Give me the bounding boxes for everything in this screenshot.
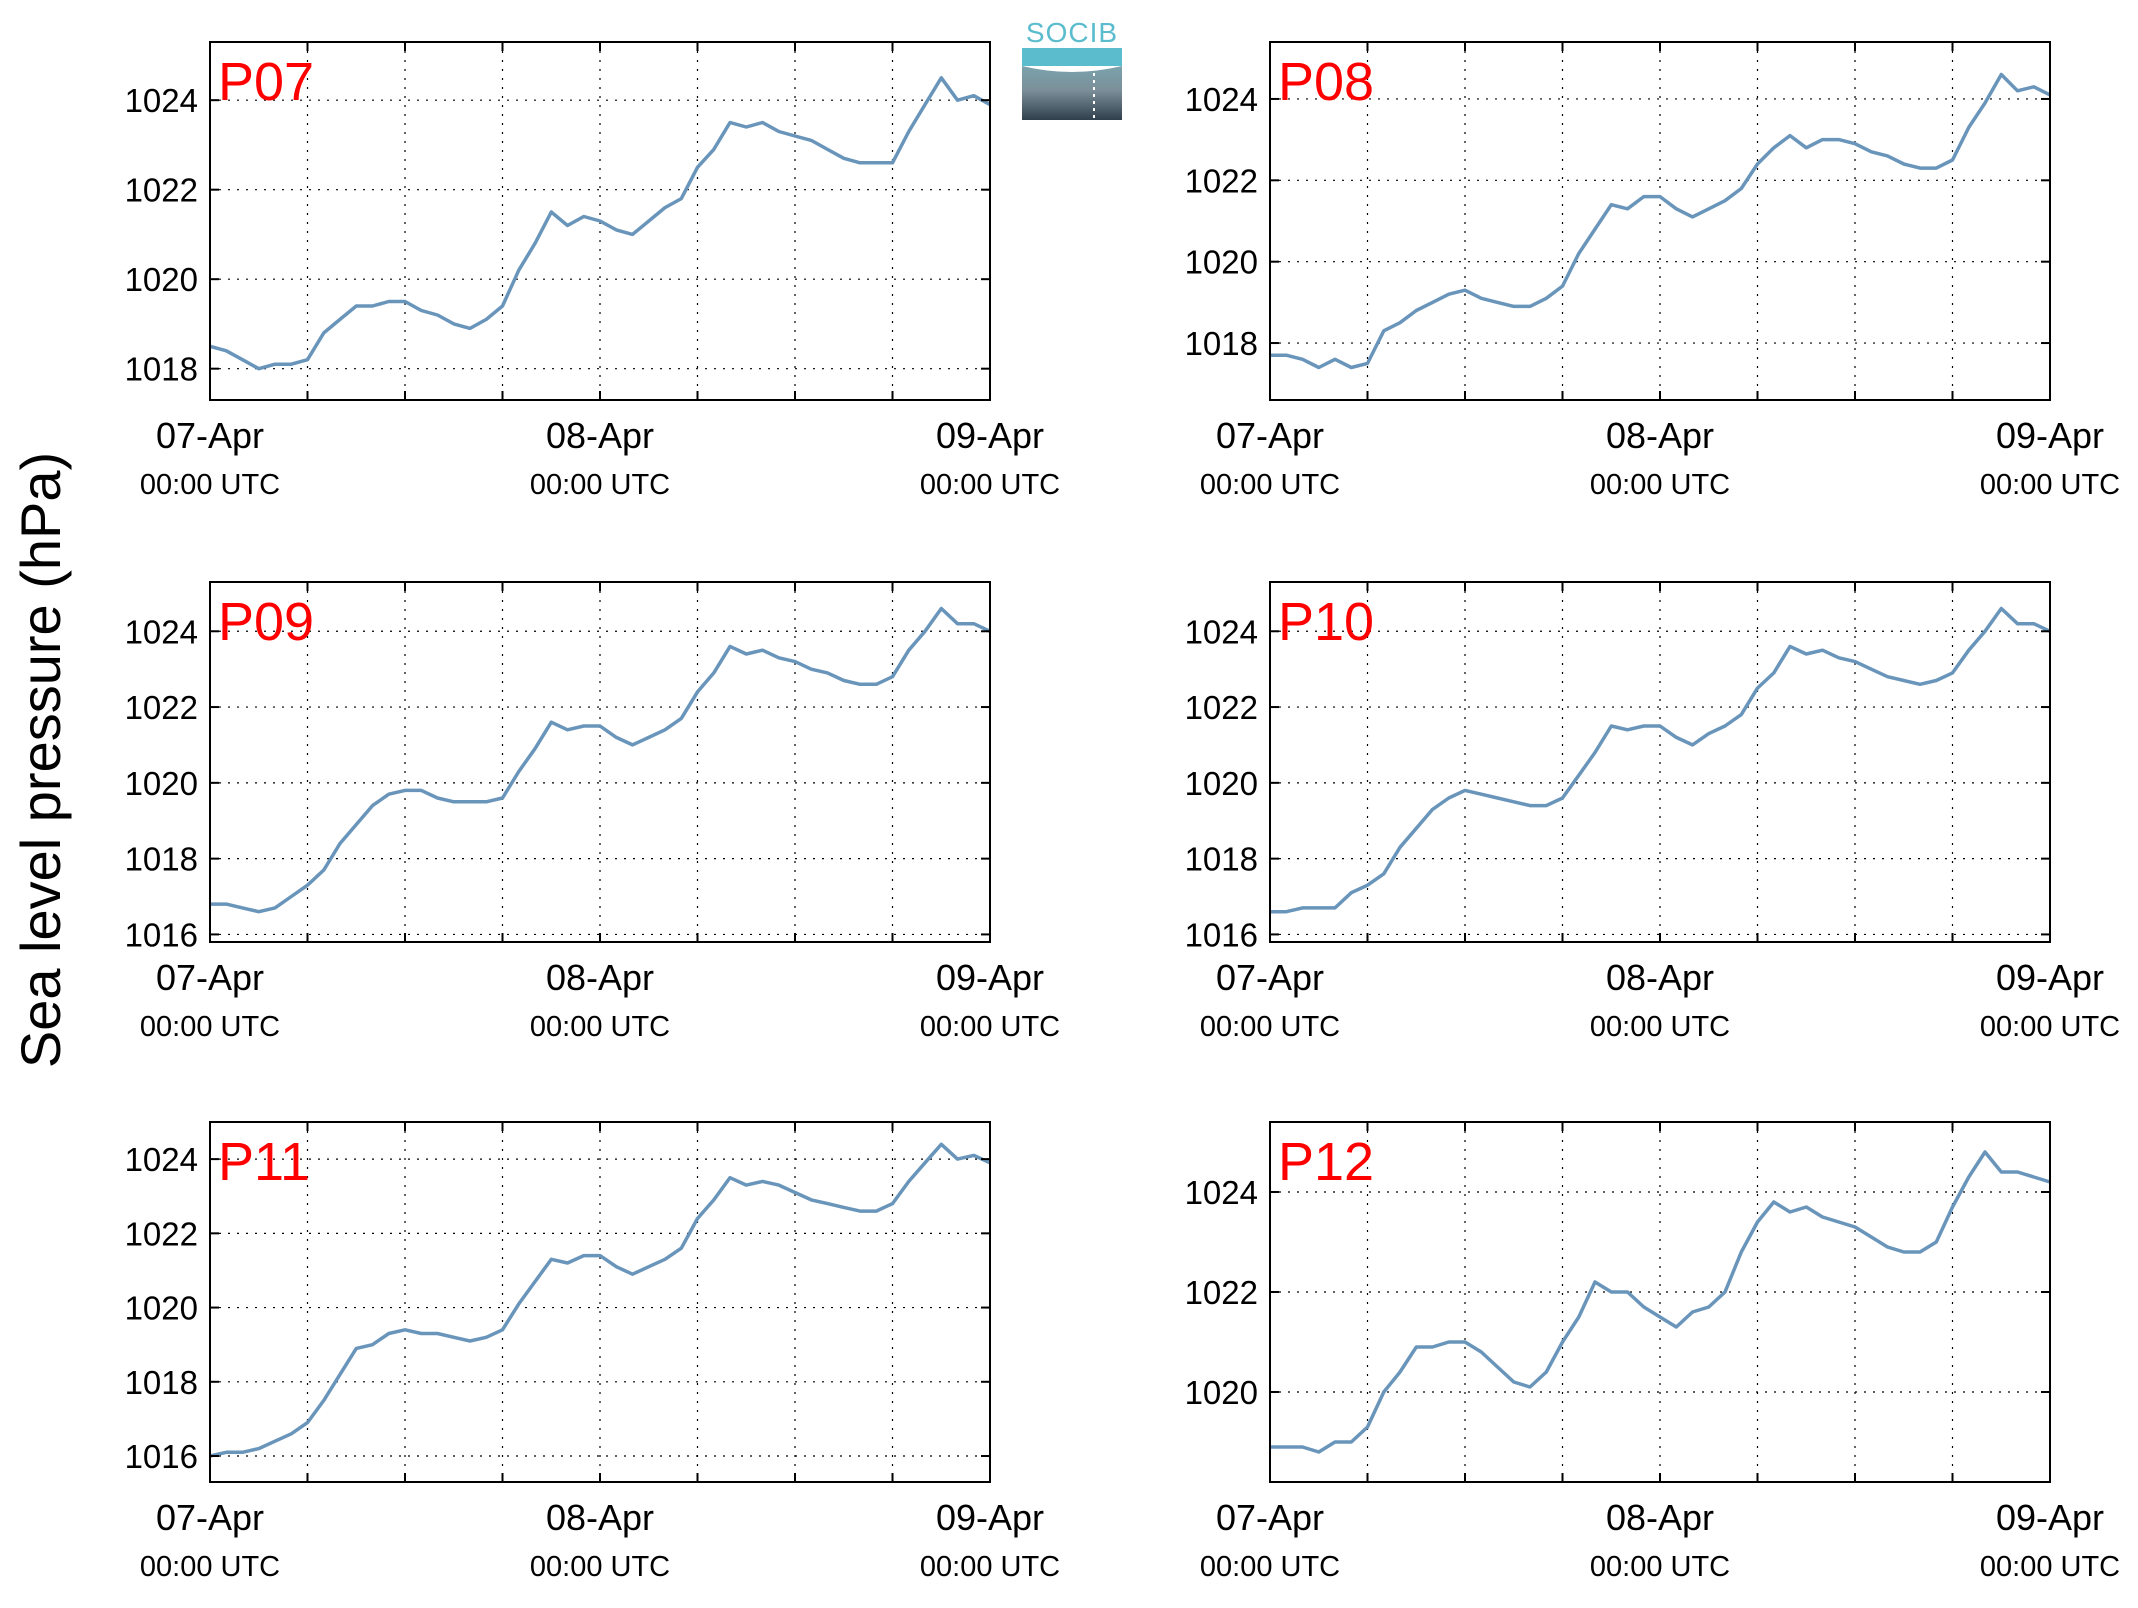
- x-tick-date-label: 08-Apr: [546, 1497, 654, 1538]
- panel-title: P08: [1278, 52, 1374, 112]
- x-tick-date-label: 07-Apr: [156, 957, 264, 998]
- y-tick-label: 1018: [1185, 841, 1258, 878]
- y-tick-label: 1020: [1185, 765, 1258, 802]
- y-tick-label: 1020: [125, 261, 198, 298]
- panel-title: P12: [1278, 1132, 1374, 1192]
- socib-logo: SOCIB: [1022, 18, 1122, 120]
- pressure-series-line: [209, 1142, 991, 1458]
- y-tick-label: 1020: [1185, 1374, 1258, 1411]
- x-tick-date-label: 09-Apr: [936, 957, 1044, 998]
- y-tick-label: 1020: [125, 1290, 198, 1327]
- y-tick-label: 1024: [125, 1141, 198, 1178]
- logo-wordmark: SOCIB: [1026, 18, 1118, 48]
- x-tick-date-label: 08-Apr: [546, 957, 654, 998]
- x-tick-time-label: 00:00 UTC: [1980, 469, 2120, 501]
- pressure-series-line: [1270, 1150, 2051, 1454]
- x-tick-date-label: 09-Apr: [1996, 1497, 2104, 1538]
- x-tick-time-label: 00:00 UTC: [1980, 1011, 2120, 1043]
- logo-wave-top: [1022, 48, 1122, 66]
- x-tick-time-label: 00:00 UTC: [530, 1551, 670, 1583]
- x-tick-date-label: 07-Apr: [1216, 415, 1324, 456]
- x-tick-time-label: 00:00 UTC: [1590, 1011, 1730, 1043]
- x-tick-date-label: 07-Apr: [1216, 1497, 1324, 1538]
- x-tick-time-label: 00:00 UTC: [920, 1011, 1060, 1043]
- x-tick-date-label: 09-Apr: [1996, 957, 2104, 998]
- y-tick-label: 1022: [125, 1215, 198, 1252]
- x-tick-time-label: 00:00 UTC: [1980, 1551, 2120, 1583]
- x-tick-date-label: 08-Apr: [1606, 415, 1714, 456]
- y-tick-label: 1024: [125, 82, 198, 119]
- y-tick-label: 1024: [1185, 81, 1258, 118]
- x-tick-time-label: 00:00 UTC: [140, 1551, 280, 1583]
- y-tick-label: 1022: [1185, 689, 1258, 726]
- x-tick-date-label: 08-Apr: [1606, 1497, 1714, 1538]
- y-tick-label: 1022: [125, 172, 198, 209]
- x-tick-time-label: 00:00 UTC: [920, 1551, 1060, 1583]
- y-tick-label: 1018: [1185, 325, 1258, 362]
- y-tick-label: 1022: [1185, 162, 1258, 199]
- x-tick-date-label: 08-Apr: [546, 415, 654, 456]
- y-tick-label: 1018: [125, 1364, 198, 1401]
- x-tick-time-label: 00:00 UTC: [1590, 1551, 1730, 1583]
- y-tick-label: 1024: [1185, 613, 1258, 650]
- panel-title: P11: [218, 1132, 310, 1192]
- logo-wave-shape: [1022, 66, 1122, 120]
- x-tick-time-label: 00:00 UTC: [920, 469, 1060, 501]
- panel-title: P09: [218, 592, 314, 652]
- y-axis-label-container: Sea level pressure (hPa): [9, 452, 72, 1068]
- y-tick-label: 1018: [125, 841, 198, 878]
- y-tick-label: 1018: [125, 351, 198, 388]
- x-tick-date-label: 09-Apr: [1996, 415, 2104, 456]
- x-tick-date-label: 08-Apr: [1606, 957, 1714, 998]
- x-tick-time-label: 00:00 UTC: [140, 469, 280, 501]
- x-tick-date-label: 09-Apr: [936, 1497, 1044, 1538]
- x-tick-time-label: 00:00 UTC: [140, 1011, 280, 1043]
- y-tick-label: 1022: [1185, 1274, 1258, 1311]
- y-tick-label: 1016: [125, 1438, 198, 1475]
- panel-title: P10: [1278, 592, 1374, 652]
- x-tick-time-label: 00:00 UTC: [1200, 469, 1340, 501]
- y-tick-label: 1020: [125, 765, 198, 802]
- x-tick-time-label: 00:00 UTC: [1590, 469, 1730, 501]
- pressure-series-line: [210, 606, 991, 914]
- pressure-series-line: [1270, 606, 2051, 914]
- chart-panel-p09: 1016 1018 1020 1022 1024 07-Apr 00:00 UTC 08-Ap…: [125, 581, 1060, 1043]
- y-tick-label: 1022: [125, 689, 198, 726]
- y-tick-label: 1020: [1185, 244, 1258, 281]
- y-tick-label: 1016: [1185, 916, 1258, 953]
- panel-title: P07: [218, 52, 314, 112]
- x-tick-date-label: 09-Apr: [936, 415, 1044, 456]
- y-tick-label: 1024: [1185, 1174, 1258, 1211]
- pressure-series-line: [1270, 72, 2051, 370]
- x-tick-time-label: 00:00 UTC: [1200, 1551, 1340, 1583]
- x-tick-time-label: 00:00 UTC: [530, 1011, 670, 1043]
- x-tick-time-label: 00:00 UTC: [530, 469, 670, 501]
- x-tick-date-label: 07-Apr: [156, 415, 264, 456]
- x-tick-date-label: 07-Apr: [156, 1497, 264, 1538]
- plot-frame: [1269, 41, 2051, 401]
- y-tick-label: 1024: [125, 613, 198, 650]
- pressure-series-line: [209, 76, 991, 371]
- chart-panel-p08: 1018 1020 1022 1024 07-Apr 00:00 UTC 08-Apr 00:…: [1185, 41, 2120, 501]
- x-tick-time-label: 00:00 UTC: [1200, 1011, 1340, 1043]
- y-tick-label: 1016: [125, 916, 198, 953]
- chart-panel-p12: 1020 1022 1024 07-Apr 00:00 UTC 08-Apr 00:00 U…: [1185, 1121, 2120, 1583]
- chart-panel-p10: 1016 1018 1020 1022 1024 07-Apr 00:00 UTC 08-Ap…: [1185, 581, 2120, 1043]
- y-axis-label: Sea level pressure (hPa): [9, 452, 72, 1068]
- chart-panel-p07: 1018 1020 1022 1024 07-Apr 00:00 UTC 08-Apr 00:…: [125, 41, 1060, 501]
- chart-panel-p11: 1016 1018 1020 1022 1024 07-Apr 00:00 UTC 08-Ap…: [125, 1121, 1060, 1583]
- x-tick-date-label: 07-Apr: [1216, 957, 1324, 998]
